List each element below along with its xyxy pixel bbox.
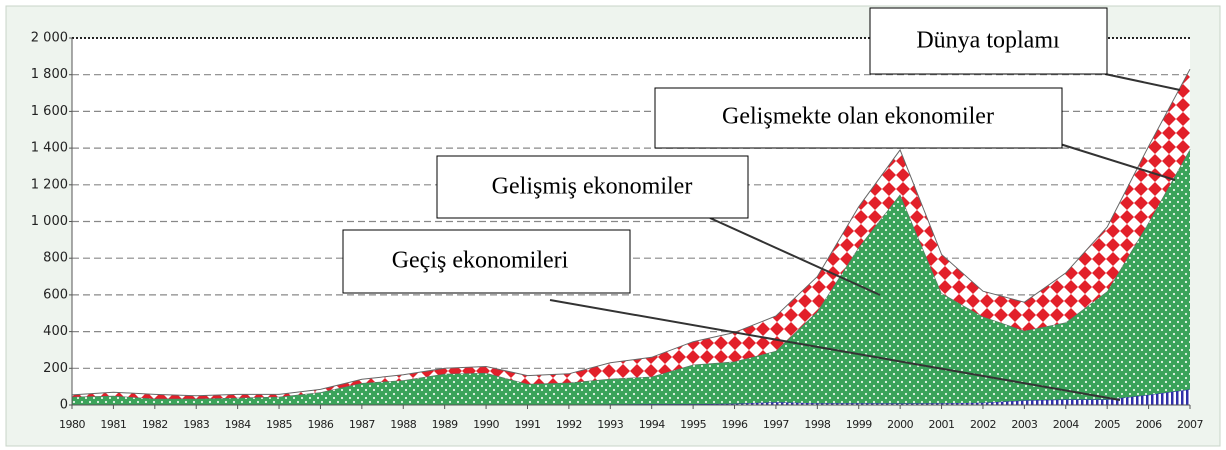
- area: [72, 389, 1190, 405]
- annotation: Geçiş ekonomileri: [392, 248, 569, 274]
- x-tick-label: 1988: [390, 418, 416, 431]
- annotation-box: [869, 7, 1108, 75]
- x-tick-label: 2005: [1094, 418, 1120, 431]
- x-tick-label: 2002: [970, 418, 996, 431]
- annotation: Gelişmiş ekonomiler: [492, 174, 693, 200]
- y-tick-label: 1 200: [31, 177, 68, 192]
- y-tick-label: 1 800: [31, 67, 68, 82]
- area-edge: [71, 68, 1191, 397]
- x-tick-label: 2003: [1011, 418, 1037, 431]
- x-tick-label: 1984: [225, 418, 251, 431]
- x-tick-label: 1993: [597, 418, 623, 431]
- x-tick-label: 1986: [307, 418, 333, 431]
- x-tick-label: 2001: [929, 418, 955, 431]
- x-tick-label: 1996: [722, 418, 748, 431]
- x-tick-label: 1982: [142, 418, 168, 431]
- y-tick-label: 200: [43, 361, 68, 376]
- x-tick-label: 1997: [763, 418, 789, 431]
- x-tick-label: 2006: [1136, 418, 1162, 431]
- y-tick-label: 800: [43, 251, 68, 266]
- x-tick-label: 1987: [349, 418, 375, 431]
- arrow: [709, 217, 881, 296]
- x-tick-label: 1991: [514, 418, 540, 431]
- arrow: [1059, 143, 1176, 181]
- y-tick-label: 1 600: [31, 104, 68, 119]
- annotation-box: [342, 229, 631, 294]
- annotation: Gelişmekte olan ekonomiler: [722, 104, 994, 130]
- x-tick-label: 1999: [846, 418, 872, 431]
- annotation-box: [436, 155, 749, 219]
- x-tick-label: 1981: [100, 418, 126, 431]
- y-tick-label: 2 000: [31, 31, 68, 46]
- annotation: Dünya toplamı: [916, 28, 1060, 54]
- x-tick-label: 2007: [1177, 418, 1203, 431]
- x-tick-label: 2000: [887, 418, 913, 431]
- x-tick-label: 1983: [183, 418, 209, 431]
- y-tick-label: 600: [43, 287, 68, 302]
- y-tick-label: 400: [43, 324, 68, 339]
- x-tick-label: 1998: [804, 418, 830, 431]
- x-tick-label: 1992: [556, 418, 582, 431]
- x-tick-label: 1995: [680, 418, 706, 431]
- arrow: [549, 299, 1121, 401]
- y-tick-label: 0: [60, 398, 68, 413]
- y-tick-label: 1 000: [31, 214, 68, 229]
- x-tick-label: 1985: [266, 418, 292, 431]
- annotation-box: [654, 87, 1063, 149]
- x-tick-label: 1980: [59, 418, 85, 431]
- y-tick-label: 1 400: [31, 141, 68, 156]
- area: [72, 149, 1190, 405]
- x-tick-label: 1990: [473, 418, 499, 431]
- x-tick-label: 2004: [1053, 418, 1079, 431]
- arrow: [1104, 73, 1181, 91]
- x-tick-label: 1989: [432, 418, 458, 431]
- x-tick-label: 1994: [639, 418, 665, 431]
